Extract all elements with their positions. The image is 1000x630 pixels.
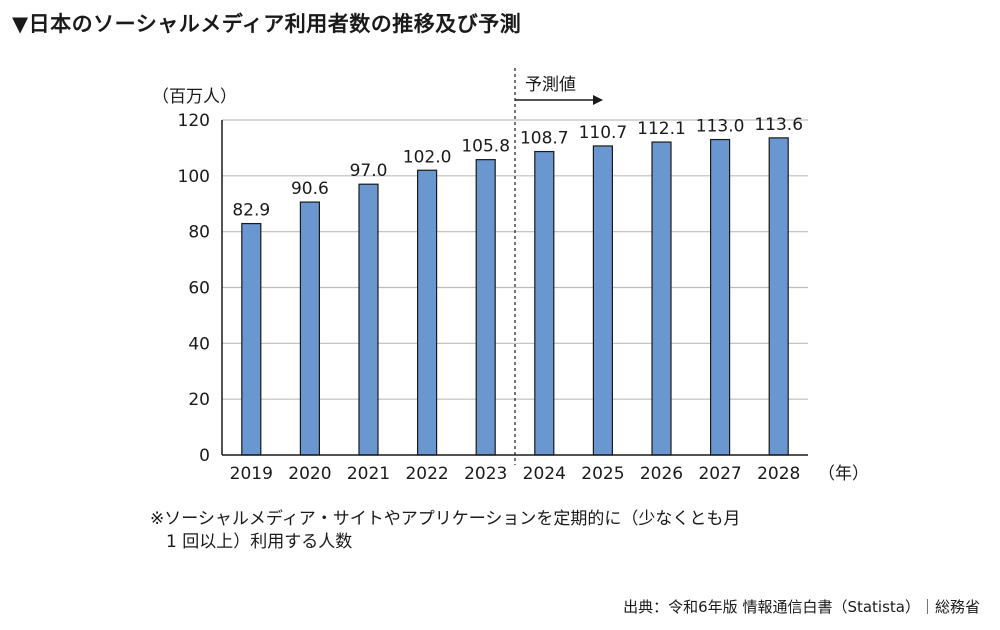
value-label: 105.8 [461,137,510,157]
x-tick-label: 2019 [230,464,273,484]
x-tick-label: 2023 [464,464,507,484]
x-tick-label: 2028 [757,464,800,484]
y-tick-label: 40 [188,334,210,354]
x-tick-label: 2021 [347,464,390,484]
value-label: 113.0 [696,117,745,137]
y-axis-label: （百万人） [152,87,237,107]
y-tick-label: 120 [178,111,210,131]
x-axis-unit: （年） [818,464,869,484]
bar [534,150,555,456]
y-tick-label: 0 [199,446,210,466]
bar [709,138,731,456]
value-label: 82.9 [232,201,270,221]
x-tick-label: 2024 [523,464,566,484]
y-tick-labels: 0 20 40 60 80 100 120 [178,111,210,466]
y-tick-label: 80 [188,223,210,243]
y-tick-label: 60 [188,279,210,299]
value-label: 90.6 [291,179,329,199]
footnote: ※ソーシャルメディア・サイトやアプリケーションを定期的に（少なくとも月 1 回以… [150,508,740,554]
bar [651,141,672,456]
x-tick-label: 2025 [581,464,624,484]
x-tick-label: 2027 [698,464,741,484]
value-label: 113.6 [754,115,803,135]
bar [417,169,438,456]
source-credit: 出典：令和6年版 情報通信白書（Statista）｜総務省 [623,598,980,616]
value-label: 112.1 [637,119,686,139]
forecast-arrow-head [593,95,603,105]
bar [768,137,789,456]
y-tick-label: 20 [188,390,210,410]
y-tick-label: 100 [178,167,210,187]
footnote-line-1: ※ソーシャルメディア・サイトやアプリケーションを定期的に（少なくとも月 [150,509,741,529]
x-tick-label: 2020 [288,464,331,484]
bar [241,222,262,456]
chart-title: ▼日本のソーシャルメディア利用者数の推移及び予測 [12,12,522,36]
footnote-line-2: 1 回以上）利用する人数 [166,532,353,552]
value-labels: 82.9 90.6 97.0 102.0 105.8 108.7 110.7 112.1 113… [232,115,803,221]
bar [299,201,320,456]
x-tick-labels: 2019 2020 2021 2022 2023 2024 2025 2026 2027 2028 [230,464,801,484]
value-label: 102.0 [403,147,452,167]
value-label: 97.0 [350,161,388,181]
x-tick-label: 2022 [405,464,448,484]
x-tick-label: 2026 [640,464,683,484]
bar [358,183,379,456]
value-label: 108.7 [520,129,569,149]
bar [475,159,496,456]
forecast-label: 予測値 [525,75,576,95]
bar [592,145,614,456]
value-label: 110.7 [579,123,628,143]
